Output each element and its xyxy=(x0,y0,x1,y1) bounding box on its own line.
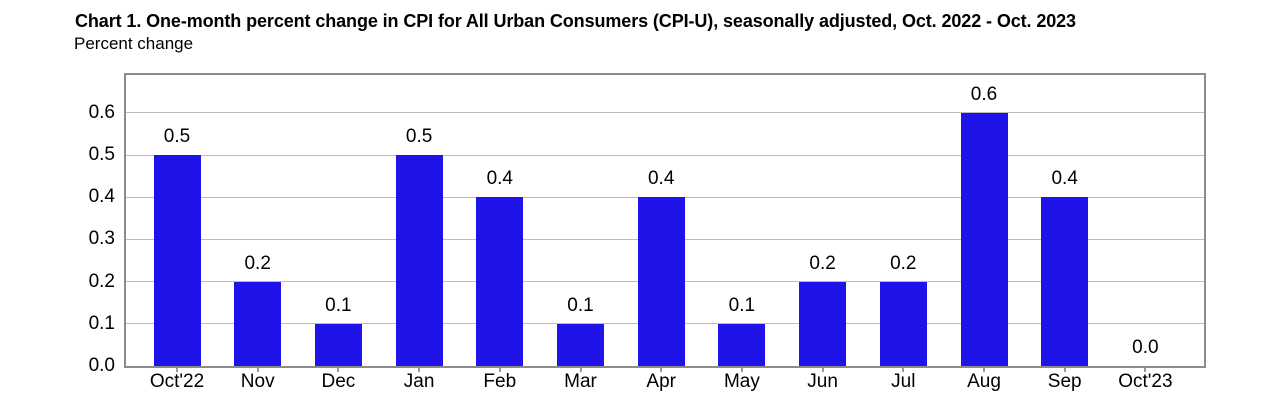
y-tick-label: 0.2 xyxy=(88,270,115,292)
y-tick-label: 0.1 xyxy=(88,312,115,334)
chart-title: Chart 1. One-month percent change in CPI… xyxy=(75,11,1076,31)
bar-oct-22 xyxy=(153,155,201,366)
x-tick-mark xyxy=(1063,368,1066,372)
y-tick-label: 0.3 xyxy=(88,228,115,250)
x-tick-mark xyxy=(256,368,259,372)
x-tick-label: May xyxy=(723,371,760,392)
bar-value-label: 0.2 xyxy=(244,252,271,274)
x-tick-mark xyxy=(498,368,501,372)
bar-aug xyxy=(960,112,1008,366)
bar-apr xyxy=(637,197,685,366)
x-tick-mark xyxy=(176,368,178,372)
bar-value-label: 0.2 xyxy=(809,252,836,274)
bar-jan xyxy=(395,155,443,366)
x-tick-label: Jun xyxy=(807,371,838,392)
bar-value-label: 0.4 xyxy=(647,168,675,190)
bar-nov xyxy=(234,281,282,366)
gridline xyxy=(126,154,1204,156)
y-tick-label: 0.4 xyxy=(88,186,115,208)
x-tick-label: Oct'22 xyxy=(149,371,205,392)
bar-value-label: 0.1 xyxy=(567,294,594,316)
x-tick-mark xyxy=(983,368,985,372)
x-tick-label: Aug xyxy=(967,371,1001,392)
x-tick-label: Feb xyxy=(483,371,517,392)
x-tick-mark xyxy=(337,368,340,372)
x-tick-mark xyxy=(902,368,905,372)
y-tick-label: 0.0 xyxy=(88,355,115,376)
x-tick-mark xyxy=(660,368,663,372)
x-tick-mark xyxy=(821,368,824,372)
x-tick-label: Oct'23 xyxy=(1118,371,1173,392)
bar-value-label: 0.2 xyxy=(890,252,917,274)
bar-sep xyxy=(1041,197,1089,366)
bar-value-label: 0.6 xyxy=(970,83,998,105)
bar-value-label: 0.5 xyxy=(163,126,191,148)
x-tick-label: Mar xyxy=(564,371,597,392)
x-tick-label: Nov xyxy=(240,371,275,392)
bar-value-label: 0.4 xyxy=(1051,168,1078,190)
bar-value-label: 0.1 xyxy=(325,294,352,316)
x-tick-label: Jul xyxy=(891,371,916,392)
x-tick-label: Jan xyxy=(403,371,435,392)
bar-value-label: 0.4 xyxy=(486,168,513,190)
y-tick-label: 0.5 xyxy=(88,144,115,166)
bar-jul xyxy=(879,281,927,366)
bar-feb xyxy=(476,197,524,366)
x-tick-label: Sep xyxy=(1047,371,1082,392)
bar-jun xyxy=(799,281,847,366)
bar-value-label: 0.1 xyxy=(728,294,756,316)
x-tick-mark xyxy=(579,368,582,372)
gridline xyxy=(126,112,1204,114)
plot-area: 0.5 0.2 0.1 0.5 0.4 0.1 0.4 0.1 0.2 0.2 0.6 0.4 0.0 xyxy=(124,73,1206,368)
x-tick-mark xyxy=(740,368,743,372)
bar-value-label: 0.0 xyxy=(1132,337,1159,358)
x-tick-mark xyxy=(418,368,421,372)
y-tick-label: 0.6 xyxy=(88,101,115,123)
chart-subtitle: Percent change xyxy=(74,34,194,53)
bar-dec xyxy=(314,323,362,366)
x-tick-label: Dec xyxy=(321,371,356,392)
bar-value-label: 0.5 xyxy=(405,126,433,148)
x-tick-mark xyxy=(1144,368,1147,372)
bar-may xyxy=(718,323,766,366)
x-tick-label: Apr xyxy=(646,371,676,392)
bar-mar xyxy=(557,323,604,366)
